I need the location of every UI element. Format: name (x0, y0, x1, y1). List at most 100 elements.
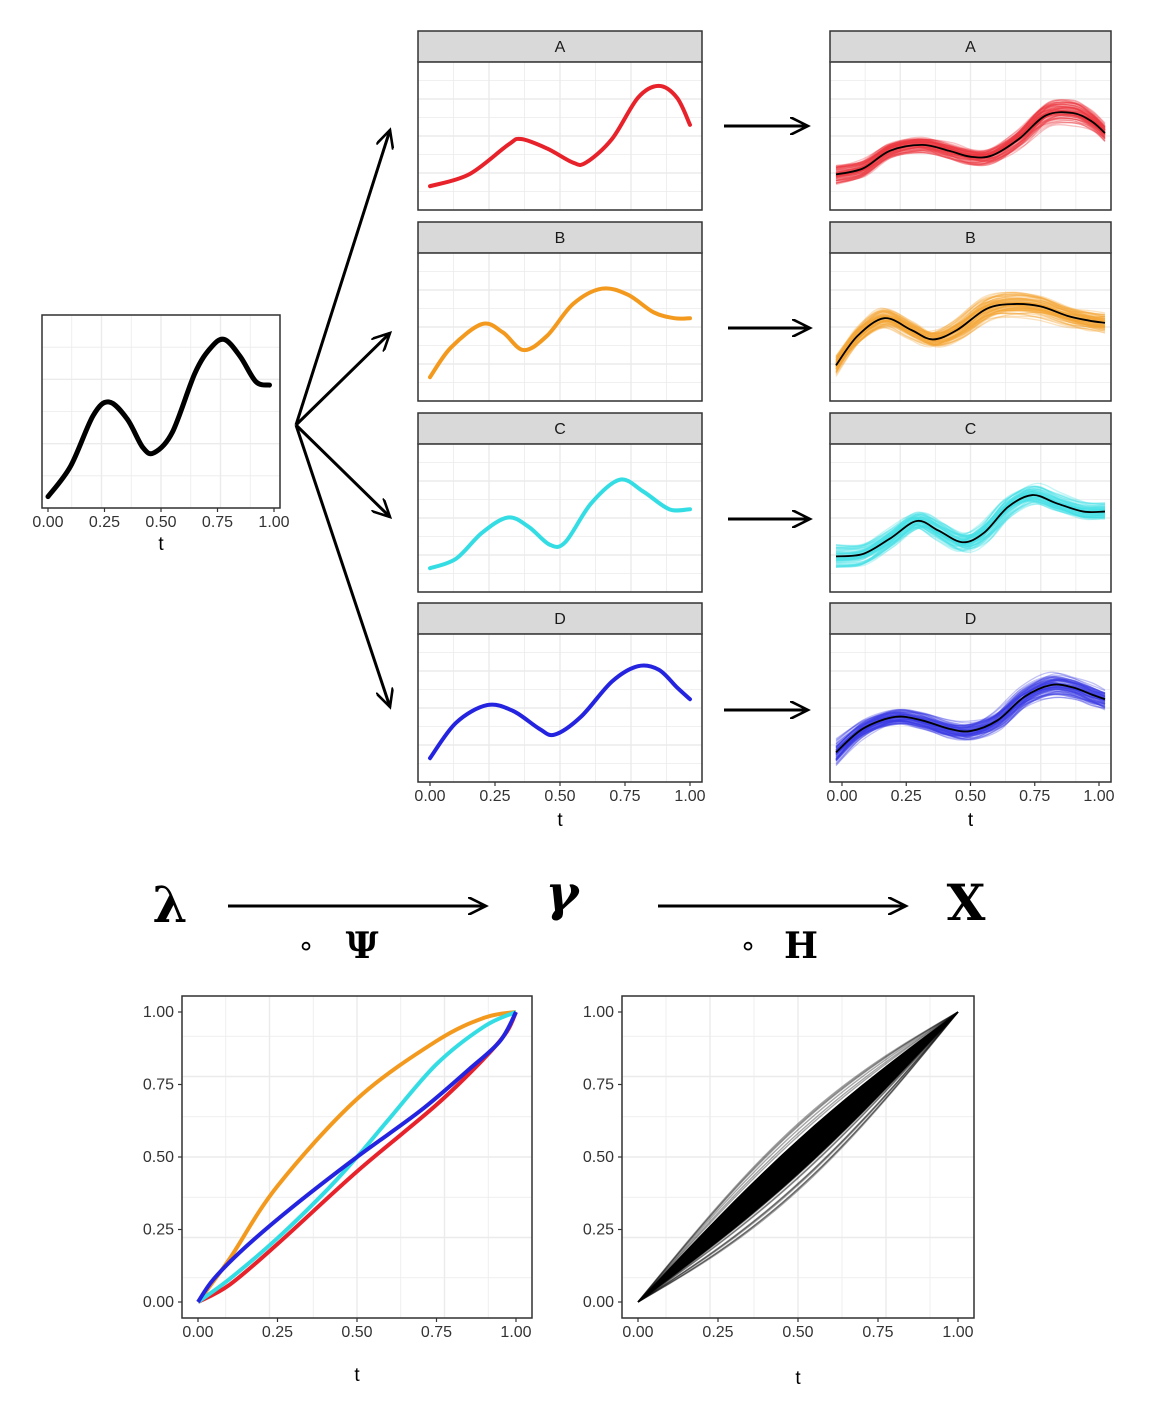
sample-curve (835, 301, 1106, 357)
facet-strip (417, 602, 703, 635)
facet-strip (417, 221, 703, 254)
y-tick-label: 0.25 (583, 1222, 614, 1239)
facet-xticks: 0.00 0.25 0.50 0.75 1.00 (414, 782, 706, 805)
warp-xticks: 0.00 0.25 0.50 0.75 1.00 (182, 1318, 532, 1341)
facet-content (428, 286, 692, 380)
sample-curve (835, 485, 1106, 553)
sample-curve (835, 311, 1106, 364)
sample-curve (835, 499, 1106, 555)
sample-curve (835, 297, 1106, 365)
sample-curve (835, 500, 1106, 558)
sample-curve (835, 99, 1106, 177)
facet-strip (829, 602, 1112, 635)
sample-curve (835, 686, 1106, 745)
sample-curve (835, 485, 1106, 561)
sample-curve (835, 112, 1106, 168)
facet-strip-label: D (554, 611, 566, 628)
symbol-lambda: λ (152, 875, 187, 934)
sample-curve (835, 678, 1106, 762)
x-tick-label: 0.75 (862, 1324, 893, 1341)
facet-b: B (829, 221, 1112, 402)
x-tick-label: 0.50 (145, 514, 176, 531)
component-curve-b (428, 286, 692, 380)
op2-circle: ∘ (739, 929, 757, 962)
sample-curve (835, 306, 1106, 367)
sample-curve (835, 304, 1106, 370)
sample-curve (835, 309, 1106, 368)
fan-arrow-b (294, 333, 390, 427)
sample-curve (835, 500, 1106, 556)
samplewarp-curve (637, 1011, 959, 1303)
facet-content (835, 291, 1106, 377)
component-curve-c (428, 477, 692, 571)
sample-curve (835, 493, 1106, 567)
sample-curve (835, 680, 1106, 748)
sample-curve (835, 679, 1106, 755)
facet-panel-border (829, 61, 1112, 211)
y-tick-label: 0.00 (583, 1294, 614, 1311)
fan-arrow-a (294, 130, 390, 426)
facet-panel-border (829, 443, 1112, 593)
sample-curve (835, 291, 1106, 363)
sample-curve (835, 114, 1106, 168)
sample-curve (835, 311, 1106, 365)
sample-curve (835, 99, 1106, 177)
x-tick-label: 0.00 (182, 1324, 213, 1341)
sample-curve (835, 689, 1106, 760)
sample-curve (835, 309, 1106, 370)
sample-curve (835, 102, 1106, 178)
sample-curve (835, 674, 1106, 753)
x-tick-label: 0.00 (622, 1324, 653, 1341)
sample-curve (835, 301, 1106, 357)
sample-curve (835, 682, 1106, 761)
sample-curve (835, 112, 1106, 186)
sample-curve (835, 687, 1106, 754)
sample-curve (835, 101, 1106, 179)
sample-curve (835, 678, 1106, 747)
x-tick-label: 0.00 (32, 514, 63, 531)
sample-curve (835, 498, 1106, 560)
sample-curve (835, 499, 1106, 555)
y-tick-label: 0.50 (143, 1149, 174, 1166)
sample-curve (835, 107, 1106, 169)
x-tick-label: 0.25 (891, 788, 922, 805)
samplewarp-curve (637, 1011, 959, 1303)
symbol-x: X (947, 873, 986, 932)
mean-curve-c (835, 494, 1106, 558)
sample-curve (835, 106, 1106, 182)
sample-curve (835, 302, 1106, 374)
warp-yticks: 0.00 0.25 0.50 0.75 1.00 (143, 1004, 182, 1311)
sample-curve (835, 500, 1106, 564)
sample-curve (835, 291, 1106, 361)
warp-xlabel: t (354, 1365, 360, 1386)
x-tick-label: 0.25 (702, 1324, 733, 1341)
sample-curve (835, 684, 1106, 749)
sample-curve (835, 299, 1106, 362)
samplewarp-xticks: 0.00 0.25 0.50 0.75 1.00 (622, 1318, 974, 1341)
sample-curve (835, 672, 1106, 755)
sample-curve (835, 298, 1106, 363)
y-tick-label: 0.25 (143, 1222, 174, 1239)
facet-panel-border (417, 443, 703, 593)
facet-content (835, 671, 1106, 767)
sample-curve (835, 682, 1106, 767)
y-tick-label: 0.75 (143, 1077, 174, 1094)
sample-curve (835, 298, 1106, 369)
sample-curve (835, 295, 1106, 363)
sample-curve (835, 307, 1106, 370)
sample-curve (835, 109, 1106, 171)
sample-curve (835, 488, 1106, 560)
sample-curve (835, 309, 1106, 374)
sample-curve (835, 299, 1106, 361)
sample-curve (835, 110, 1106, 167)
sample-curve (835, 296, 1106, 365)
facet-strip-label: B (965, 230, 976, 247)
sample-curve (835, 489, 1106, 549)
symbol-gamma: γ (545, 863, 580, 922)
facet-d: D 0.00 0.25 0.50 0.75 1.00 t (826, 602, 1115, 831)
base-curve (45, 336, 272, 500)
facet-a: A (829, 30, 1112, 211)
sample-curve (835, 307, 1106, 375)
sample-curve (835, 316, 1106, 368)
